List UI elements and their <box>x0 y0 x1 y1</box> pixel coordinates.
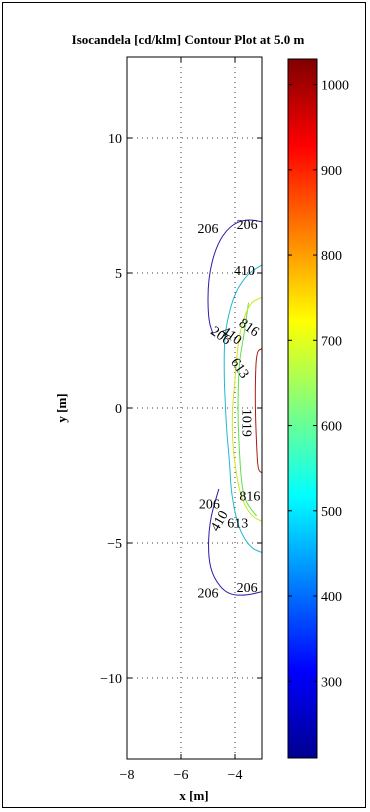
colorbar-tick-label: 700 <box>321 334 342 349</box>
contour-label: 613 <box>227 516 248 531</box>
colorbar-tick-label: 500 <box>321 505 342 520</box>
colorbar-tick-label: 300 <box>321 675 342 690</box>
chart-title: Isocandela [cd/klm] Contour Plot at 5.0 … <box>72 32 305 47</box>
y-tick-label: −10 <box>100 672 122 687</box>
contour-line-206 <box>208 488 262 596</box>
y-tick-label: 10 <box>108 132 122 147</box>
contour-lines <box>207 219 262 596</box>
contour-label: 206 <box>237 581 258 596</box>
contour-label: 206 <box>198 222 219 237</box>
colorbar-tick-label: 600 <box>321 420 342 435</box>
contour-label: 206 <box>198 587 219 602</box>
contour-label: 1019 <box>239 409 254 437</box>
colorbar-tick-label: 800 <box>321 249 342 264</box>
contour-line-1019 <box>254 348 262 474</box>
colorbar-ticks: 300 400 500 600 700 800 900 1000 <box>288 79 349 690</box>
contour-line-816 <box>231 296 262 522</box>
y-axis-label: y [m] <box>54 393 69 422</box>
contour-label: 206 <box>237 218 258 233</box>
contour-label: 206 <box>199 497 220 512</box>
y-axis-ticks: −10 −5 0 5 10 <box>100 132 262 687</box>
x-tick-label: −4 <box>228 768 243 783</box>
contour-line-410 <box>223 264 262 553</box>
x-tick-label: −6 <box>174 768 189 783</box>
x-tick-label: −8 <box>120 768 135 783</box>
y-tick-label: −5 <box>107 537 122 552</box>
contour-label: 816 <box>239 489 260 504</box>
colorbar-tick-label: 900 <box>321 164 342 179</box>
contour-label: 613 <box>227 356 251 382</box>
contour-label: 410 <box>234 264 255 279</box>
x-axis-ticks: −8 −6 −4 <box>120 57 243 783</box>
colorbar-tick-label: 400 <box>321 590 342 605</box>
contour-line-206 <box>207 219 262 336</box>
colorbar <box>287 58 318 759</box>
colorbar-tick-label: 1000 <box>321 79 349 94</box>
contour-labels: 206 2064102064108166131019206410816613206… <box>198 218 262 602</box>
y-tick-label: 5 <box>115 267 122 282</box>
x-axis-label: x [m] <box>179 788 208 803</box>
y-tick-label: 0 <box>115 402 122 417</box>
contour-line-613 <box>237 302 257 517</box>
